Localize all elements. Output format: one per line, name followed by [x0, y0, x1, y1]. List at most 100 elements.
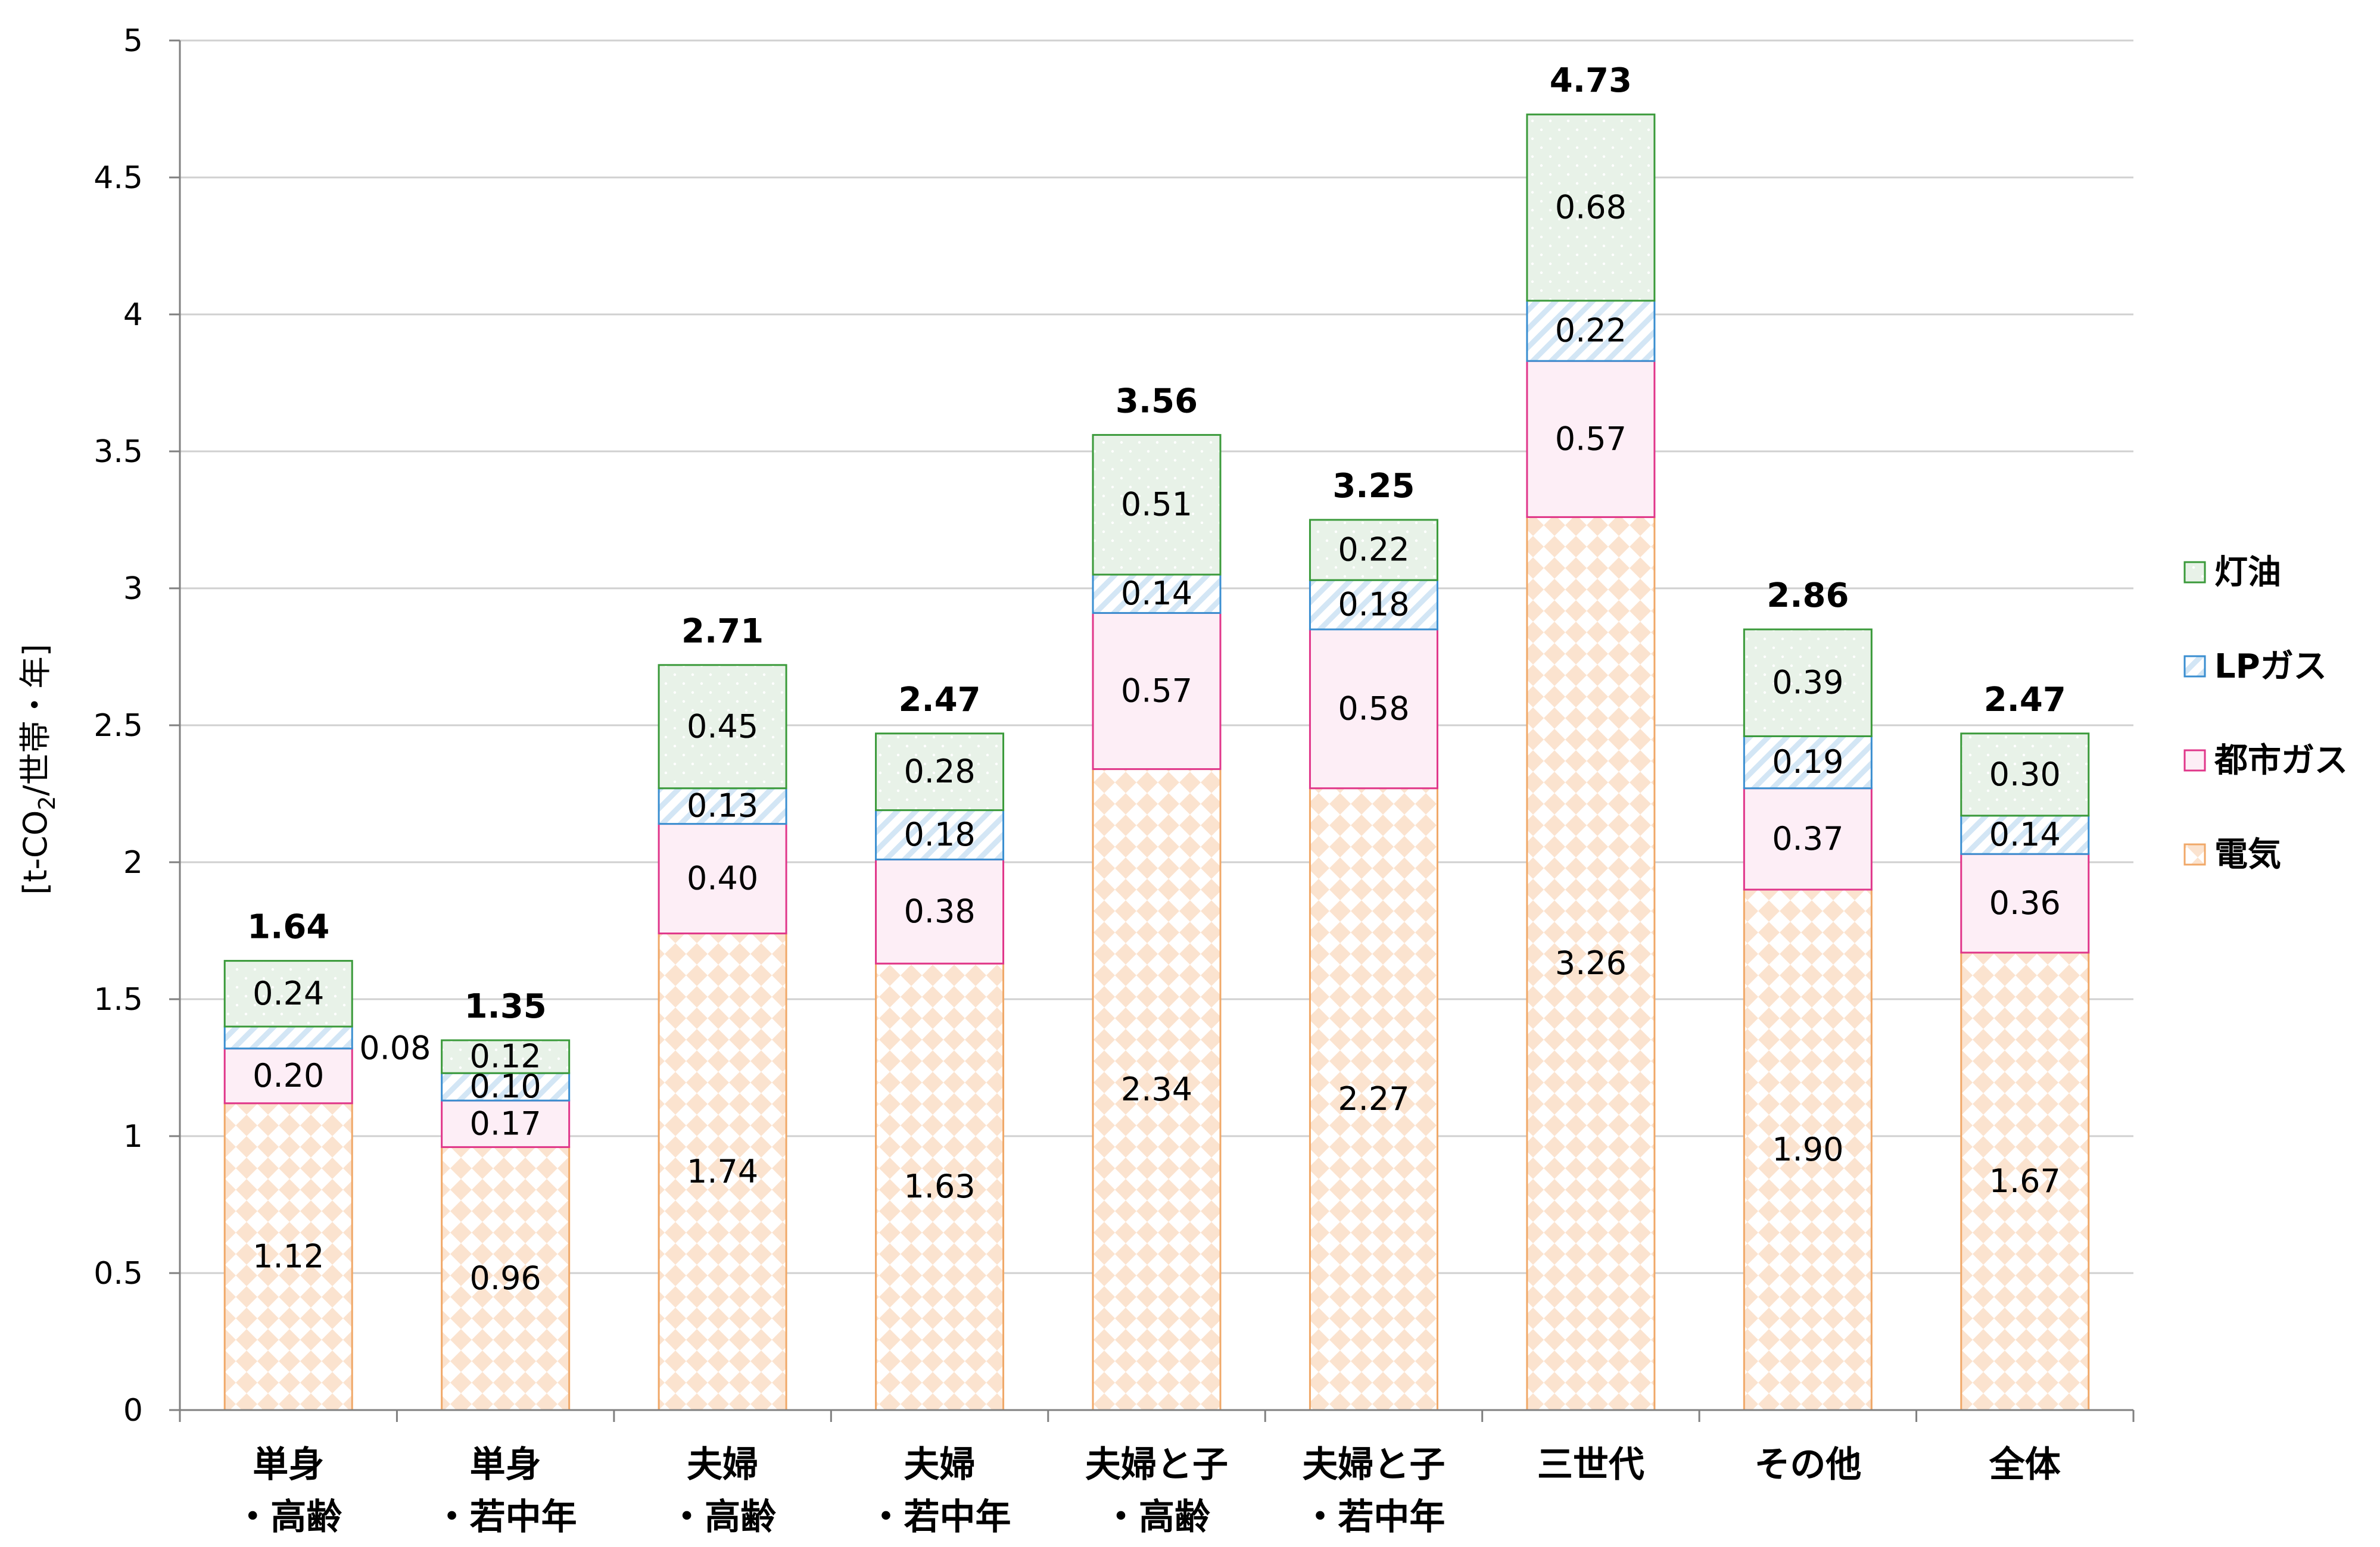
y-tick-label: 0 [123, 1393, 143, 1429]
y-axis-label: [t-CO2/世帯・年] [17, 644, 60, 894]
bar-segment [658, 787, 787, 825]
bar-total-label: 4.73 [1550, 61, 1632, 100]
bar-value-label: 1.67 [1989, 1162, 2061, 1200]
x-category-label: 三世代 [1537, 1444, 1644, 1486]
bar-value-label: 0.40 [687, 860, 758, 897]
bar-total-label: 2.47 [898, 681, 980, 719]
x-category-label: ・若中年 [868, 1496, 1011, 1538]
y-tick-label: 2 [123, 845, 143, 881]
bar-segment [1526, 300, 1656, 362]
y-tick-label: 3 [123, 571, 143, 607]
bar-value-label: 0.45 [687, 707, 758, 745]
legend-swatch [2183, 749, 2206, 772]
x-category-label: 単身 [253, 1444, 324, 1486]
bar-total-label: 2.47 [1984, 681, 2066, 719]
bar-value-label: 0.38 [904, 893, 975, 930]
bar-value-label: 0.51 [1121, 486, 1192, 523]
bar-segment [875, 962, 1005, 1411]
bar-value-label: 0.58 [1338, 690, 1409, 727]
bar-total-label: 2.86 [1767, 576, 1849, 615]
legend-swatch [2183, 655, 2206, 678]
bar-value-label: 0.68 [1555, 189, 1627, 226]
bar-value-label: 0.22 [1555, 312, 1627, 350]
bar-segment [658, 664, 787, 790]
data-labels: 1.12 0.20 0.08 0.24 1.64 0.96 0.170.100.12 1.35… [247, 61, 2066, 1297]
bar-value-label: 0.57 [1555, 420, 1627, 457]
bar-value-label: 0.30 [1989, 756, 2061, 793]
bar-segment [1309, 628, 1438, 790]
bar-value-label: 0.20 [253, 1057, 324, 1094]
x-category-label: 夫婦 [904, 1444, 976, 1486]
bar-value-label: 0.24 [253, 975, 324, 1012]
bar-value-label: 0.14 [1989, 816, 2061, 853]
bar-total-label: 1.35 [465, 987, 547, 1026]
x-category-label: ・若中年 [434, 1496, 577, 1538]
bar-segment [1526, 113, 1656, 302]
legend-label: 電気 [2214, 835, 2281, 874]
bar-value-label: 0.28 [904, 753, 975, 790]
bar-segment [1309, 579, 1438, 631]
bar-value-label: 0.17 [470, 1105, 541, 1142]
bar-segment [223, 1025, 353, 1050]
bar-value-label: 1.90 [1772, 1131, 1843, 1168]
bar-segment [1743, 787, 1873, 891]
x-category-label: その他 [1754, 1444, 1861, 1486]
x-category-label: 夫婦と子 [1085, 1444, 1228, 1486]
bar-segment [441, 1146, 571, 1411]
bar-segment [875, 732, 1005, 812]
bar-total-label: 3.56 [1116, 382, 1198, 420]
bar-total-label: 1.64 [247, 908, 329, 947]
bar-segment [1309, 519, 1438, 581]
bar-segment [1960, 732, 2090, 817]
bar-segment [441, 1072, 571, 1102]
bar-segment [1743, 888, 1873, 1411]
x-category-label: 単身 [470, 1444, 541, 1486]
bar-value-label: 0.18 [904, 816, 975, 853]
y-tick-label: 5 [123, 23, 143, 59]
x-category-label: 夫婦と子 [1302, 1444, 1445, 1486]
bar-segment [1960, 952, 2090, 1411]
bar-segment [441, 1099, 571, 1148]
bar-segment [441, 1039, 571, 1074]
x-category-label: 全体 [1989, 1444, 2061, 1486]
bar-value-label: 2.27 [1338, 1080, 1409, 1118]
y-tick-label: 0.5 [94, 1256, 143, 1292]
y-tick-label: 1.5 [94, 982, 143, 1018]
bar-value-label: 0.39 [1772, 664, 1843, 701]
y-tick-label: 4.5 [94, 160, 143, 196]
x-category-label: ・高齢 [235, 1496, 342, 1538]
bar-segment [1526, 360, 1656, 518]
bar-value-label: 0.08 [359, 1029, 431, 1066]
bar-value-label: 0.36 [1989, 884, 2061, 922]
bar-segment [658, 932, 787, 1411]
legend-swatch [2183, 561, 2206, 584]
bar-total-label: 2.71 [681, 612, 764, 651]
x-category-label: 夫婦 [687, 1444, 758, 1486]
bar-segment [1743, 735, 1873, 790]
bar-total-label: 3.25 [1332, 467, 1415, 506]
bar-segment [658, 823, 787, 935]
legend-label: LPガス [2214, 647, 2327, 686]
bar-segment [1960, 853, 2090, 954]
y-tick-label: 4 [123, 297, 143, 333]
y-tick-label: 3.5 [94, 434, 143, 470]
bar-segment [1743, 628, 1873, 737]
bar-segment [1526, 516, 1656, 1411]
bar-segment [223, 960, 353, 1028]
bar-segment [1960, 815, 2090, 855]
bar-value-label: 0.18 [1338, 586, 1409, 623]
bar-value-label: 2.34 [1121, 1071, 1192, 1108]
bar-value-label: 0.19 [1772, 743, 1843, 781]
x-category-label: ・高齢 [1103, 1496, 1210, 1538]
x-category-label: ・高齢 [669, 1496, 776, 1538]
axes: 00.511.522.533.544.55単身・高齢単身・若中年夫婦・高齢夫婦・… [94, 23, 2135, 1538]
legend-label: 灯油 [2214, 553, 2281, 592]
bar-value-label: 1.12 [253, 1237, 324, 1275]
bar-value-label: 0.37 [1772, 820, 1843, 857]
bar-value-label: 1.63 [904, 1168, 975, 1205]
bar-value-label: 1.74 [687, 1153, 758, 1190]
legend-label: 都市ガス [2214, 741, 2348, 780]
y-tick-label: 1 [123, 1119, 143, 1155]
bar-value-label: 0.96 [470, 1259, 541, 1297]
